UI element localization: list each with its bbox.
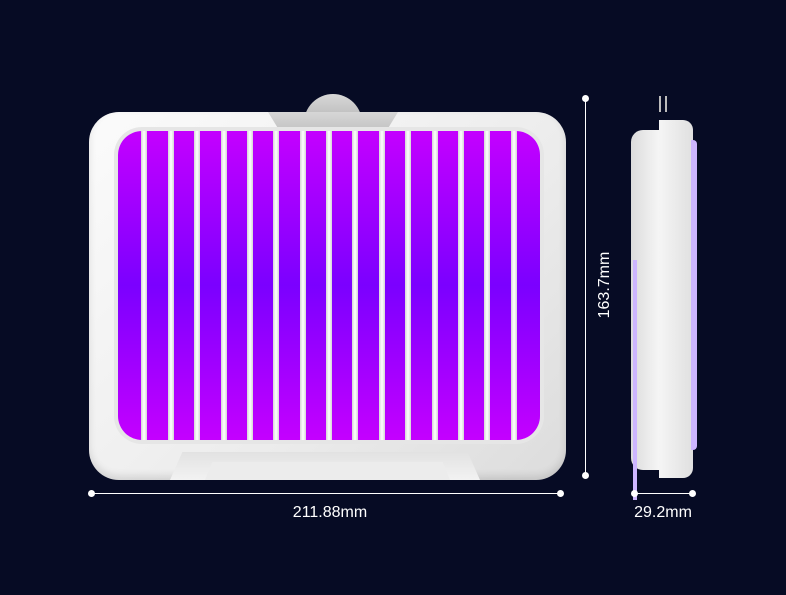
strip-separator <box>167 131 174 440</box>
dimension-dot <box>689 490 696 497</box>
depth-dimension-line <box>634 493 692 494</box>
width-dimension-line <box>91 493 560 494</box>
dimension-dot <box>88 490 95 497</box>
strip-separator <box>141 131 148 440</box>
dimension-dot <box>582 472 589 479</box>
strip-separator <box>378 131 385 440</box>
strip-separator <box>510 131 517 440</box>
height-dimension-line <box>585 98 586 475</box>
strip-separator <box>484 131 491 440</box>
strip-separator <box>273 131 280 440</box>
uv-light-grid <box>118 131 540 440</box>
strip-separator <box>352 131 359 440</box>
strip-separator <box>326 131 332 440</box>
strip-separator <box>194 131 201 440</box>
height-label: 163.7mm <box>596 251 613 319</box>
top-hinge <box>268 112 398 129</box>
strip-separator <box>431 131 438 440</box>
dimension-dot <box>582 95 589 102</box>
device-side-view <box>631 96 697 500</box>
dimension-dot <box>557 490 564 497</box>
strip-separator <box>457 131 464 440</box>
strip-separator <box>246 131 253 440</box>
width-label: 211.88mm <box>292 504 368 521</box>
strip-separator <box>299 131 306 440</box>
depth-label: 29.2mm <box>634 504 692 521</box>
strip-separator <box>220 131 227 440</box>
strip-separator <box>405 131 412 440</box>
bottom-handle-inner <box>205 462 450 480</box>
dimension-dot <box>631 490 638 497</box>
